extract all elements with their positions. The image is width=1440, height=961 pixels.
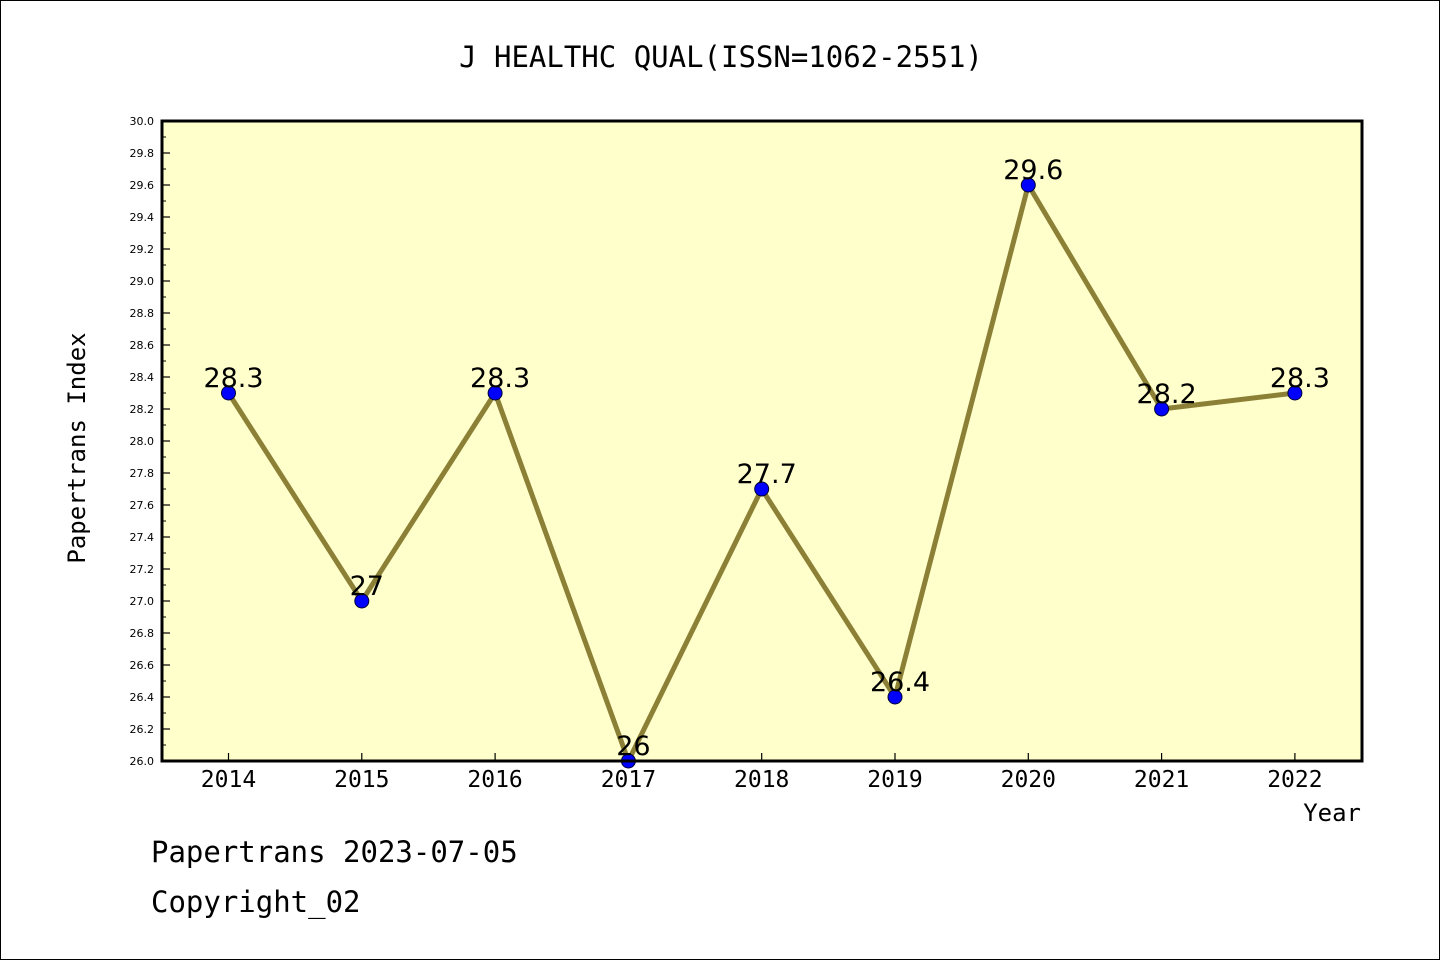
chart-title: J HEALTHC QUAL(ISSN=1062-2551) (459, 40, 983, 74)
y-tick-label: 28.8 (130, 307, 155, 320)
y-axis: 26.0 26.2 26.4 26.6 26.8 27.0 27.2 27.4 27.6 27.8… (130, 115, 170, 768)
y-tick-label: 30.0 (130, 115, 155, 128)
y-tick-label: 28.2 (130, 403, 155, 416)
footer-date: Papertrans 2023-07-05 (151, 835, 518, 869)
x-tick-label: 2020 (1001, 767, 1056, 793)
x-tick-label: 2014 (201, 767, 256, 793)
y-tick-label: 29.2 (130, 243, 155, 256)
y-tick-label: 26.4 (130, 691, 155, 704)
x-tick-label: 2015 (334, 767, 389, 793)
y-axis-label: Papertrans Index (63, 332, 91, 563)
data-label: 26.4 (870, 667, 930, 698)
y-tick-label: 27.2 (130, 563, 155, 576)
data-point (754, 481, 770, 497)
y-tick-label: 29.8 (130, 147, 155, 160)
y-tick-label: 26.6 (130, 659, 155, 672)
y-tick-label: 29.4 (130, 211, 155, 224)
data-point (1287, 385, 1303, 401)
y-tick-label: 29.6 (130, 179, 155, 192)
y-tick-label: 26.8 (130, 627, 155, 640)
x-tick-label: 2019 (867, 767, 922, 793)
data-label: 29.6 (1003, 155, 1063, 186)
x-tick-label: 2017 (601, 767, 656, 793)
y-tick-label: 27.8 (130, 467, 155, 480)
x-axis-label: Year (1303, 799, 1361, 827)
y-tick-label: 28.4 (130, 371, 155, 384)
plot-frame (160, 119, 1364, 763)
data-points (221, 177, 1303, 769)
x-tick-label: 2022 (1267, 767, 1322, 793)
data-label: 27 (350, 571, 384, 602)
x-tick-label: 2016 (467, 767, 522, 793)
x-tick-label: 2018 (734, 767, 789, 793)
data-point (887, 689, 903, 705)
y-tick-label: 27.0 (130, 595, 155, 608)
data-point (354, 593, 370, 609)
data-point (487, 385, 503, 401)
data-label: 28.3 (1270, 363, 1330, 394)
y-tick-label: 26.2 (130, 723, 155, 736)
data-labels: 28.3 27 28.3 26 27.7 26.4 29.6 28.2 28.3 (203, 155, 1330, 762)
plot-area (162, 121, 1362, 761)
y-tick-label: 27.6 (130, 499, 155, 512)
y-tick-label: 26.0 (130, 755, 155, 768)
data-label: 28.3 (203, 363, 263, 394)
x-axis: 2014 2015 2016 2017 2018 2019 2020 2021 2022 (201, 753, 1323, 793)
y-tick-label: 28.6 (130, 339, 155, 352)
data-point (1020, 177, 1036, 193)
y-tick-label: 27.4 (130, 531, 155, 544)
data-point (221, 385, 236, 401)
data-label: 28.3 (470, 363, 530, 394)
data-label: 26 (616, 731, 650, 762)
y-tick-label: 28.0 (130, 435, 155, 448)
y-tick-label: 29.0 (130, 275, 155, 288)
data-point (1154, 401, 1170, 417)
data-label: 28.2 (1137, 379, 1197, 410)
x-tick-label: 2021 (1134, 767, 1189, 793)
footer-copyright: Copyright_02 (151, 885, 361, 919)
data-label: 27.7 (737, 459, 797, 490)
